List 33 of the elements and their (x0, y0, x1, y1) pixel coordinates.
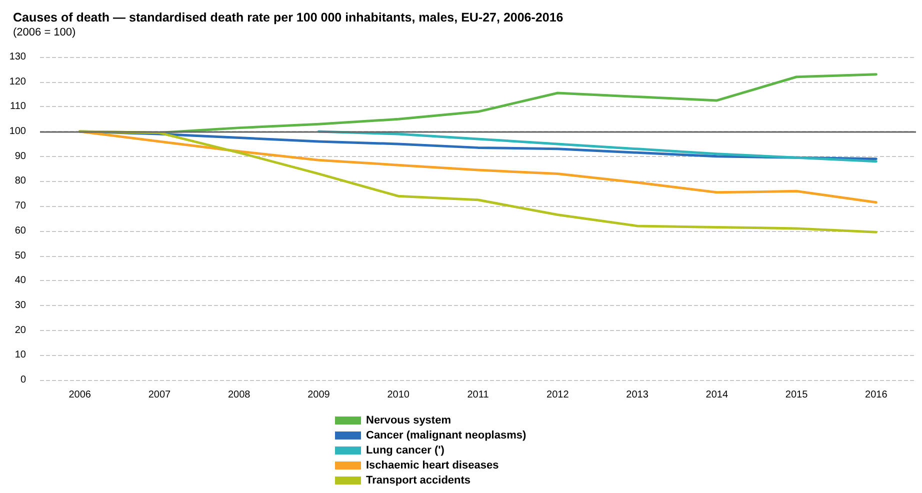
y-tick-label: 130 (9, 52, 26, 62)
legend-label: Transport accidents (366, 474, 471, 486)
y-tick-label: 70 (14, 200, 26, 212)
x-tick-label: 2014 (706, 390, 728, 400)
y-tick-label: 40 (14, 275, 26, 286)
y-tick-label: 80 (14, 176, 26, 187)
x-tick-label: 2009 (308, 390, 330, 400)
legend-label: Cancer (malignant neoplasms) (366, 430, 526, 442)
y-tick-label: 30 (14, 300, 26, 311)
x-tick-label: 2013 (626, 390, 649, 400)
legend-label: Ischaemic heart diseases (366, 460, 499, 472)
legend-label: Lung cancer (') (366, 444, 445, 456)
x-tick-label: 2007 (148, 390, 172, 400)
x-tick-label: 2012 (546, 390, 570, 400)
chart-subtitle: (2006 = 100) (13, 26, 76, 38)
y-tick-label: 120 (9, 76, 26, 88)
x-tick-label: 2008 (228, 390, 251, 400)
x-tick-label: 2006 (68, 390, 92, 400)
y-tick-label: 0 (20, 374, 26, 386)
y-tick-label: 60 (14, 225, 26, 236)
y-tick-label: 90 (14, 150, 26, 162)
legend-label: Nervous system (366, 414, 452, 426)
y-tick-label: 110 (10, 101, 26, 112)
y-tick-label: 100 (9, 126, 26, 138)
y-tick-label: 10 (14, 350, 26, 361)
x-tick-label: 2015 (785, 390, 808, 400)
x-tick-label: 2016 (865, 390, 888, 400)
x-tick-label: 2011 (467, 390, 490, 400)
y-tick-label: 20 (14, 324, 26, 336)
x-tick-label: 2010 (387, 390, 410, 400)
line-series (317, 130, 878, 163)
chart-title: Causes of death — standardised death rate per 100 000 inhabitants, males, EU-27, 2006-2016 (13, 10, 564, 24)
y-tick-label: 50 (14, 250, 26, 262)
